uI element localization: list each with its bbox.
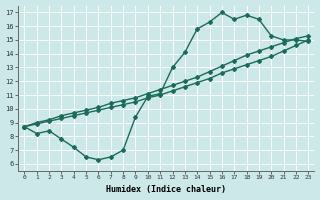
X-axis label: Humidex (Indice chaleur): Humidex (Indice chaleur) [106, 185, 226, 194]
